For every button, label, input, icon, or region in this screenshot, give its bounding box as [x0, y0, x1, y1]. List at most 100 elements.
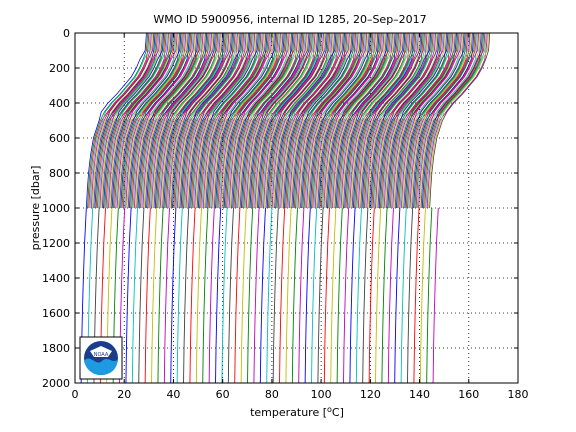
profile-line: [202, 33, 264, 209]
chart-title: WMO ID 5900956, internal ID 1285, 20–Sep…: [153, 13, 426, 26]
deep-profile-line: [317, 207, 324, 383]
deep-profile-line: [189, 207, 196, 383]
profile-line: [365, 33, 427, 209]
x-tick-label: 80: [265, 388, 279, 401]
profile-line: [373, 33, 435, 209]
profile-line: [253, 33, 315, 209]
deep-profile-line: [279, 207, 286, 383]
profile-line: [410, 33, 472, 209]
profile-line: [419, 33, 481, 209]
profile-line: [116, 33, 178, 209]
x-tick-label: 40: [166, 388, 180, 401]
profile-line: [222, 33, 284, 209]
profile-line: [194, 33, 256, 209]
profile-line: [95, 33, 157, 209]
profile-line: [204, 33, 265, 209]
profile-line: [378, 33, 440, 209]
profile-line: [421, 33, 483, 209]
profile-line: [149, 33, 211, 209]
profile-line: [311, 33, 372, 209]
deep-profile-line: [176, 207, 183, 383]
profile-line: [281, 33, 343, 209]
profile-line: [196, 33, 258, 209]
profile-line: [240, 33, 302, 209]
profile-line: [344, 33, 406, 209]
profile-line: [227, 33, 289, 209]
y-axis-label: pressure [dbar]: [29, 166, 42, 251]
profile-line: [179, 33, 241, 209]
profile-line: [336, 33, 398, 209]
profile-line: [428, 33, 489, 209]
profile-line: [334, 33, 396, 209]
profile-line: [110, 33, 172, 209]
profile-line: [290, 33, 352, 209]
profile-line: [324, 33, 386, 209]
profile-line: [254, 33, 316, 209]
profile-line: [180, 33, 242, 209]
deep-profile-line: [247, 207, 254, 383]
profile-line: [287, 33, 349, 209]
profile-line: [106, 33, 168, 209]
plot-area: 0 20 40 60 80 100 120 140 160 1800200400600800100…: [42, 27, 529, 401]
profile-line: [115, 33, 177, 209]
profile-line: [157, 33, 219, 209]
logo-wave: [84, 358, 118, 375]
profile-line: [274, 33, 336, 209]
profile-line: [260, 33, 322, 209]
profile-line: [322, 33, 384, 209]
profile-line: [255, 33, 317, 209]
profile-line: [92, 33, 153, 209]
profile-line: [272, 33, 334, 209]
deep-profile-line: [349, 207, 356, 383]
profile-line: [130, 33, 192, 209]
profile-line: [392, 33, 454, 209]
profile-line: [109, 33, 171, 209]
profile-line: [136, 33, 198, 209]
profile-line: [323, 33, 385, 209]
profile-line: [279, 33, 340, 209]
profile-line: [239, 33, 301, 209]
profile-line: [160, 33, 222, 209]
profile-line: [114, 33, 176, 209]
deep-profile-line: [272, 207, 279, 383]
profile-line: [174, 33, 236, 209]
profile-line: [409, 33, 471, 209]
profile-line: [420, 33, 482, 209]
profile-line: [298, 33, 360, 209]
profile-line: [244, 33, 306, 209]
profile-line: [377, 33, 439, 209]
profile-line: [261, 33, 323, 209]
profile-line: [350, 33, 412, 209]
profile-line: [405, 33, 467, 209]
deep-profile-line: [285, 207, 292, 383]
profile-line: [343, 33, 404, 209]
profile-line: [243, 33, 305, 209]
profile-line: [232, 33, 294, 209]
x-tick-label: 20: [117, 388, 131, 401]
profile-line: [250, 33, 312, 209]
profile-line: [217, 33, 279, 209]
profile-line: [141, 33, 203, 209]
deep-profile-line: [413, 207, 420, 383]
profile-line: [189, 33, 251, 209]
profile-line: [132, 33, 194, 209]
profile-line: [317, 33, 379, 209]
profile-line: [242, 33, 304, 209]
logo-text: NOAA: [94, 352, 109, 358]
deep-profile-line: [266, 207, 273, 383]
profile-line: [277, 33, 339, 209]
profile-line: [367, 33, 429, 209]
profile-line: [245, 33, 307, 209]
profile-line: [291, 33, 353, 209]
profile-line: [121, 33, 183, 209]
deep-profile-line: [368, 207, 375, 383]
y-tick-label: 1800: [42, 342, 70, 355]
profile-line: [133, 33, 195, 209]
profile-line: [224, 33, 286, 209]
profile-line: [327, 33, 388, 209]
profile-line: [158, 33, 220, 209]
profile-line: [312, 33, 374, 209]
deep-profile-line: [343, 207, 350, 383]
profile-line: [218, 33, 280, 209]
profile-line: [98, 33, 160, 209]
